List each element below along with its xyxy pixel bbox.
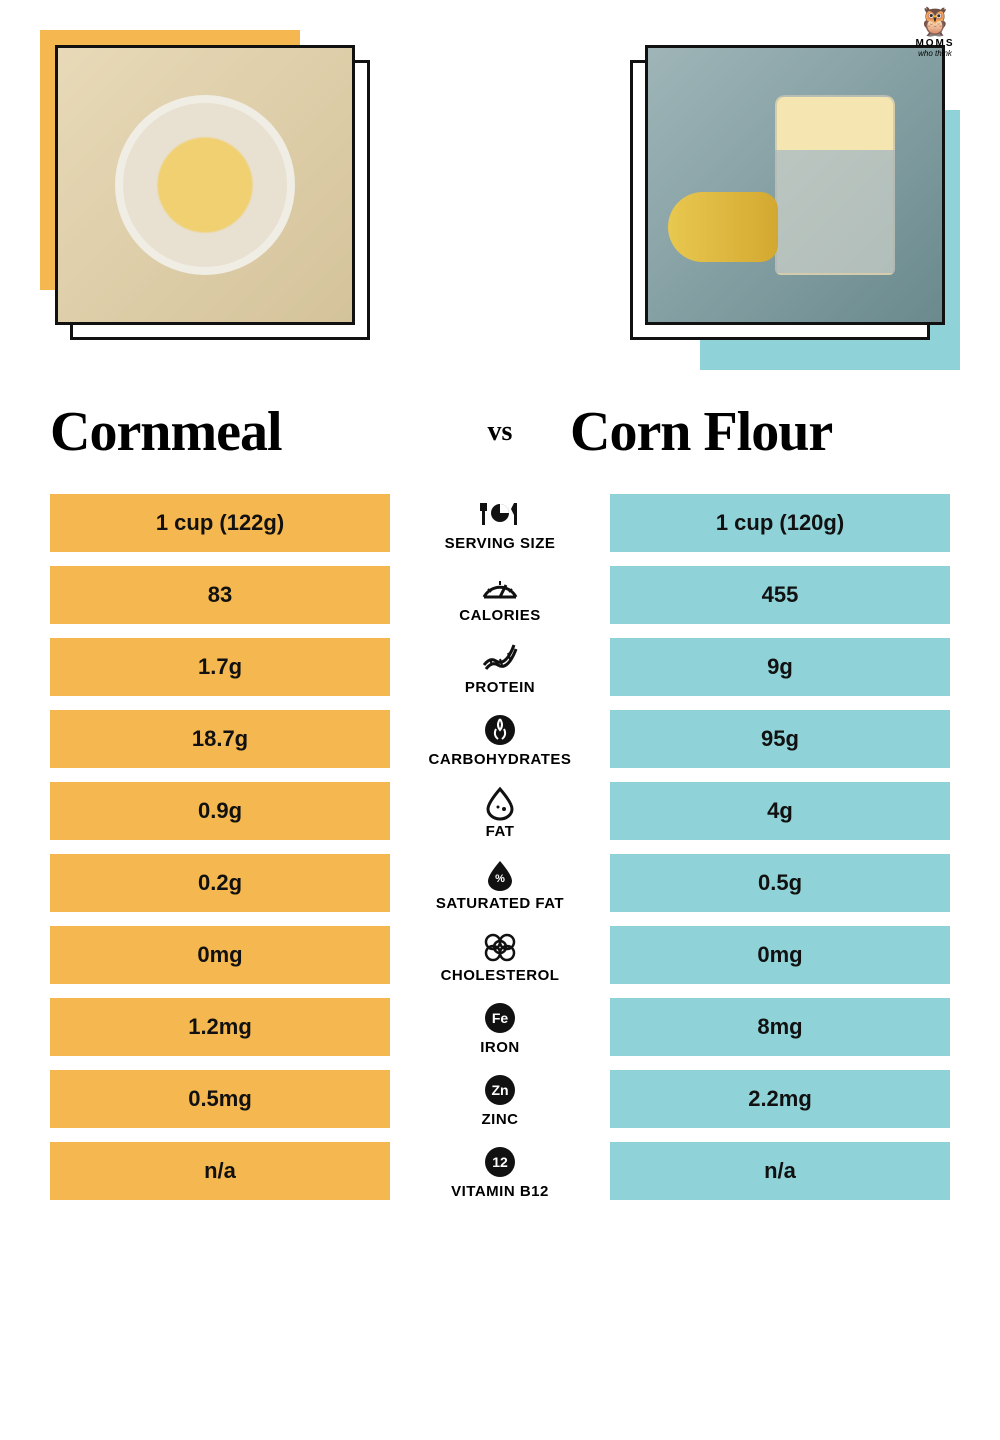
value-a: 0.2g [50,854,390,912]
metric-label: CHOLESTEROL [402,927,598,984]
value-b: 0mg [610,926,950,984]
photo-cornmeal [55,45,355,325]
metric-label: SATURATED FAT [402,855,598,912]
value-b: 9g [610,638,950,696]
image-left-wrap [50,40,390,360]
metric-label-text: SERVING SIZE [445,535,556,552]
top-image-row: 🦉 MOMS who think [50,40,950,360]
metric-label-text: CHOLESTEROL [441,967,560,984]
metric-label-text: FAT [486,823,515,840]
comparison-row: 0.9g FAT 4g [50,782,950,840]
zinc-icon [478,1071,522,1109]
cornmeal-bowl-illustration [115,95,295,275]
metric-label-text: PROTEIN [465,679,535,696]
comparison-row: 18.7g CARBOHYDRATES 95g [50,710,950,768]
metric-label: VITAMIN B12 [402,1143,598,1200]
protein-icon [478,639,522,677]
value-b: 4g [610,782,950,840]
value-b: 95g [610,710,950,768]
comparison-row: 0mg CHOLESTEROL 0mg [50,926,950,984]
vs-label: vs [488,416,513,448]
value-a: 83 [50,566,390,624]
metric-label: IRON [402,999,598,1056]
metric-label: SERVING SIZE [402,495,598,552]
metric-label: CARBOHYDRATES [402,711,598,768]
metric-label-text: SATURATED FAT [436,895,564,912]
value-b: 455 [610,566,950,624]
comparison-row: 1 cup (122g) SERVING SIZE 1 cup (120g) [50,494,950,552]
value-b: 2.2mg [610,1070,950,1128]
metric-label-text: CALORIES [459,607,541,624]
satfat-icon [478,855,522,893]
metric-label-text: IRON [480,1039,520,1056]
title-b: Corn Flour [570,400,950,464]
b12-icon [478,1143,522,1181]
chol-icon [478,927,522,965]
comparison-row: 0.5mg ZINC 2.2mg [50,1070,950,1128]
title-a: Cornmeal [50,400,430,464]
brand-name: MOMS [880,38,990,49]
photo-cornflour [645,45,945,325]
metric-label: PROTEIN [402,639,598,696]
metric-label: FAT [402,783,598,840]
value-a: 1 cup (122g) [50,494,390,552]
value-b: 1 cup (120g) [610,494,950,552]
comparison-row: 1.7g PROTEIN 9g [50,638,950,696]
value-a: 18.7g [50,710,390,768]
value-b: 8mg [610,998,950,1056]
cornflour-jar-illustration [775,95,895,275]
metric-label: ZINC [402,1071,598,1128]
comparison-row: 0.2g SATURATED FAT 0.5g [50,854,950,912]
value-b: n/a [610,1142,950,1200]
brand-logo: 🦉 MOMS who think [880,5,990,58]
iron-icon [478,999,522,1037]
value-a: 0.5mg [50,1070,390,1128]
image-right-wrap [610,40,950,360]
metric-label-text: VITAMIN B12 [451,1183,549,1200]
metric-label: CALORIES [402,567,598,624]
metric-label-text: CARBOHYDRATES [429,751,572,768]
value-a: n/a [50,1142,390,1200]
value-a: 1.2mg [50,998,390,1056]
owl-icon: 🦉 [880,5,990,38]
metric-label-text: ZINC [482,1111,519,1128]
comparison-row: 1.2mg IRON 8mg [50,998,950,1056]
fat-icon [478,783,522,821]
comparison-row: n/a VITAMIN B12 n/a [50,1142,950,1200]
value-a: 0mg [50,926,390,984]
brand-tagline: who think [880,49,990,58]
title-row: Cornmeal vs Corn Flour [50,400,950,464]
calories-icon [478,567,522,605]
carbs-icon [478,711,522,749]
value-a: 1.7g [50,638,390,696]
serving-icon [478,495,522,533]
corn-cob-illustration [668,192,778,262]
comparison-rows: 1 cup (122g) SERVING SIZE 1 cup (120g) 83 CA… [50,494,950,1200]
value-a: 0.9g [50,782,390,840]
comparison-row: 83 CALORIES 455 [50,566,950,624]
value-b: 0.5g [610,854,950,912]
